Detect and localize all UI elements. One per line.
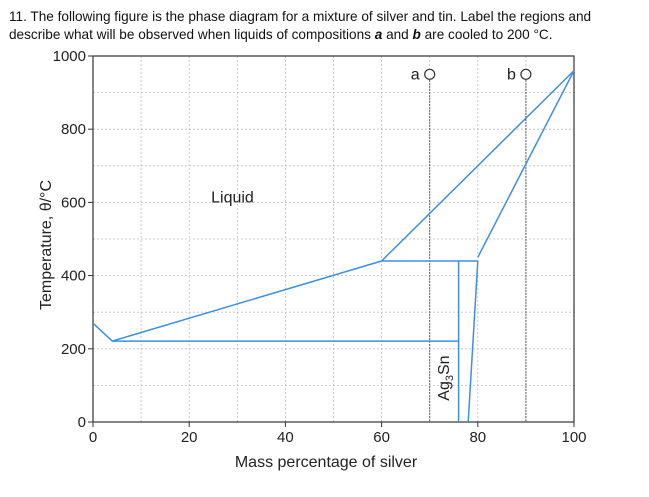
x-tick-label: 60 xyxy=(373,429,390,446)
y-tick-label: 0 xyxy=(78,414,86,431)
phase-boundary-line-2 xyxy=(381,70,575,262)
phase-boundary-line-1 xyxy=(111,260,382,342)
y-tick-label: 200 xyxy=(61,341,86,358)
phase-boundary-line-0 xyxy=(92,322,113,342)
phase-boundary-line-3 xyxy=(477,70,575,258)
x-axis-title: Mass percentage of silver xyxy=(235,454,418,471)
grid-lines xyxy=(93,56,574,422)
composition-b-circle xyxy=(520,68,532,80)
phase-boundary-line-7 xyxy=(467,260,479,423)
question-text: 11. The following figure is the phase di… xyxy=(9,8,641,44)
question-body-3: are cooled to 200 °C. xyxy=(424,27,553,42)
liquid-region-label: Liquid xyxy=(211,189,254,206)
y-axis-title: Temperature, θ/°C xyxy=(38,180,55,310)
x-tick-label: 0 xyxy=(89,429,97,446)
question-number: 11. xyxy=(9,9,27,24)
compound-label: Ag3Sn xyxy=(436,355,456,400)
composition-b-ref: b xyxy=(412,27,421,42)
composition-a-label: a xyxy=(411,66,420,83)
region-labels: Liquid Ag3Sn xyxy=(211,189,456,400)
phase-boundaries xyxy=(92,70,575,423)
composition-a-ref: a xyxy=(374,27,383,42)
y-tick-label: 1000 xyxy=(53,48,86,65)
question-body-2: and xyxy=(386,27,409,42)
x-tick-label: 40 xyxy=(277,429,294,446)
composition-a-circle xyxy=(424,68,436,80)
x-tick-label: 100 xyxy=(561,429,586,446)
y-tick-label: 400 xyxy=(61,268,86,285)
composition-b-label: b xyxy=(507,66,516,83)
x-tick-label: 20 xyxy=(181,429,198,446)
y-tick-label: 600 xyxy=(61,194,86,211)
x-tick-label: 80 xyxy=(469,429,486,446)
plot-frame xyxy=(92,55,575,423)
y-tick-label: 800 xyxy=(61,121,86,138)
question-body-1: The following figure is the phase diagra… xyxy=(9,9,592,42)
